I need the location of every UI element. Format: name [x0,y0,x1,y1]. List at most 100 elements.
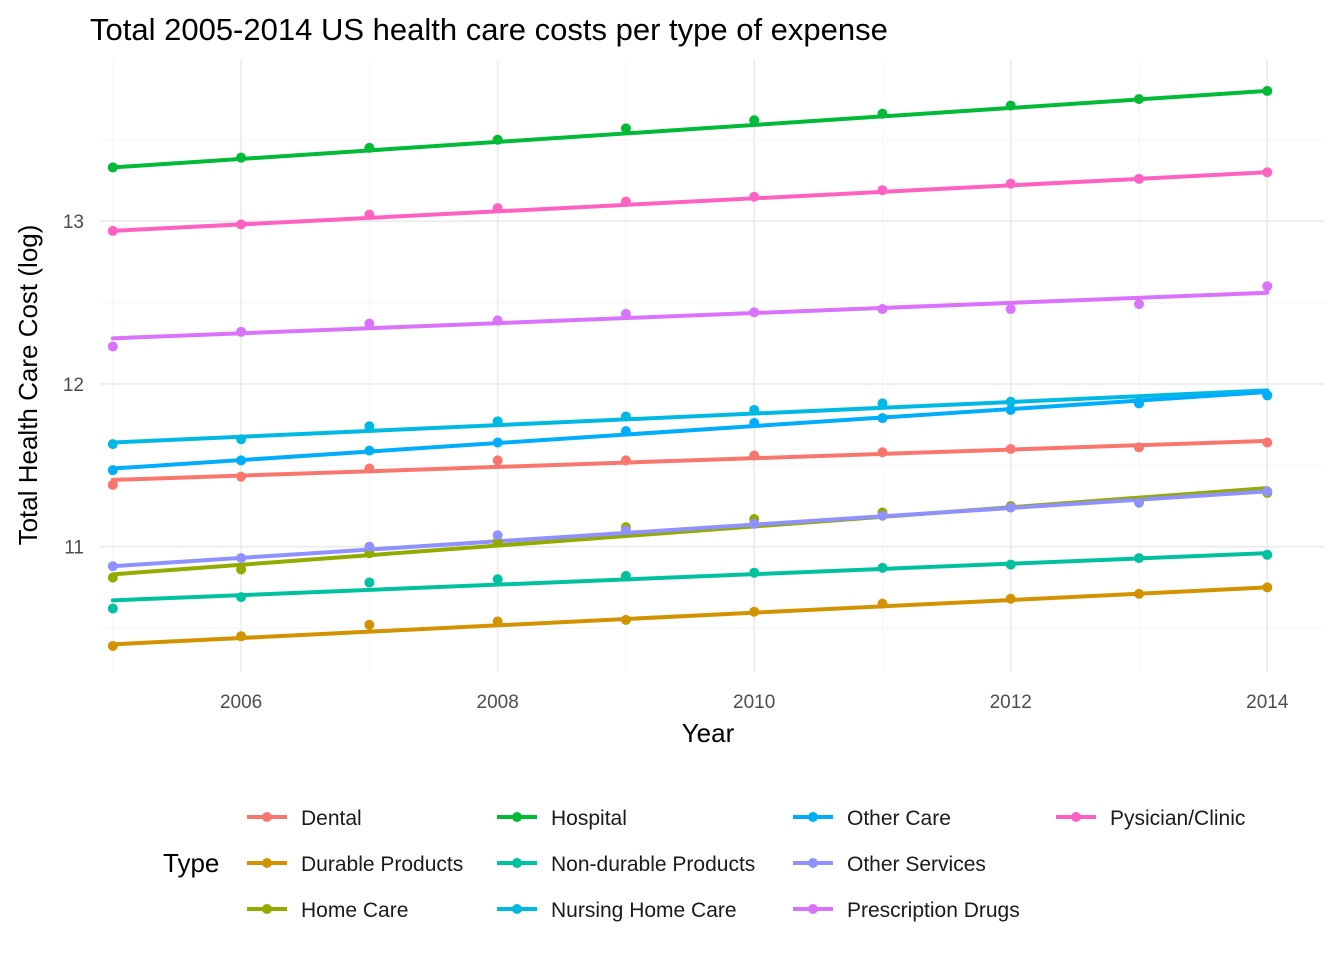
trend-line [110,551,1270,603]
data-point [1262,85,1273,96]
y-tick-label: 11 [64,538,84,559]
data-point [107,603,118,614]
trend-line [110,170,1270,233]
data-point [620,614,631,625]
axis-labels: 2006 2008 2010 2012 2014 11 12 13 [63,212,1289,713]
legend: Type Dental Durable Products Home Care Hosp… [163,807,1245,922]
data-point [877,108,888,119]
legend-key-point [808,858,818,868]
trend-line [110,489,1270,569]
data-point [620,426,631,437]
data-point [877,447,888,458]
legend-key-point [262,904,272,914]
data-point [492,437,503,448]
grid-layer [100,60,1325,672]
legend-title: Type [163,848,219,878]
data-point [1262,437,1273,448]
data-point [749,191,760,202]
data-point [1134,94,1145,105]
data-point [1262,390,1273,401]
data-point [364,619,375,630]
data-point [1134,299,1145,310]
data-point [1134,553,1145,564]
chart-title: Total 2005-2014 US health care costs per… [90,12,888,47]
data-point [877,398,888,409]
x-tick-label: 2014 [1246,692,1289,713]
data-point [877,413,888,424]
data-point [877,510,888,521]
data-point [1262,582,1273,593]
data-point [364,445,375,456]
data-point [620,455,631,466]
x-tick-label: 2006 [220,692,262,713]
data-point [1262,549,1273,560]
data-point [364,463,375,474]
data-point [749,404,760,415]
data-point [236,152,247,163]
data-point [1005,396,1016,407]
trend-lines [110,88,1270,647]
legend-key-point [512,812,522,822]
data-point [107,640,118,651]
data-point [236,564,247,575]
data-point [107,162,118,173]
data-point [236,326,247,337]
data-point [364,541,375,552]
data-point [492,315,503,326]
legend-key-point [512,904,522,914]
data-point [1005,444,1016,455]
data-point [492,616,503,627]
data-point [492,203,503,214]
data-point [749,518,760,529]
data-point [236,553,247,564]
data-point [236,455,247,466]
data-point [1134,173,1145,184]
data-point [1005,404,1016,415]
legend-key-point [262,812,272,822]
data-point [364,577,375,588]
data-point [1005,304,1016,315]
x-axis-title: Year [682,718,735,748]
data-point [107,572,118,583]
data-point [107,479,118,490]
data-point [236,471,247,482]
data-point [749,307,760,318]
data-point [620,411,631,422]
data-point [107,341,118,352]
data-point [620,308,631,319]
y-tick-label: 13 [63,212,84,233]
data-point [1134,442,1145,453]
legend-key-point [808,904,818,914]
y-axis-title: Total Health Care Cost (log) [13,225,43,546]
legend-label: Pysician/Clinic [1110,807,1245,830]
data-point [749,450,760,461]
data-point [492,134,503,145]
legend-label: Dental [301,807,362,830]
data-point [236,592,247,603]
legend-label: Prescription Drugs [847,899,1020,922]
data-point [492,574,503,585]
legend-label: Nursing Home Care [551,899,737,922]
data-point [107,225,118,236]
data-point [364,142,375,153]
data-point [107,561,118,572]
y-tick-label: 12 [63,375,84,396]
legend-label: Durable Products [301,853,463,876]
trend-line [110,290,1270,341]
data-point [877,304,888,315]
data-point [620,196,631,207]
data-point [749,606,760,617]
data-points [107,85,1273,651]
data-point [1005,502,1016,513]
data-point [236,631,247,642]
legend-label: Hospital [551,807,627,830]
data-point [1005,178,1016,189]
data-point [492,455,503,466]
data-point [364,421,375,432]
data-point [1005,559,1016,570]
x-tick-label: 2008 [477,692,519,713]
data-point [492,416,503,427]
data-point [1262,486,1273,497]
legend-key-point [1071,812,1081,822]
